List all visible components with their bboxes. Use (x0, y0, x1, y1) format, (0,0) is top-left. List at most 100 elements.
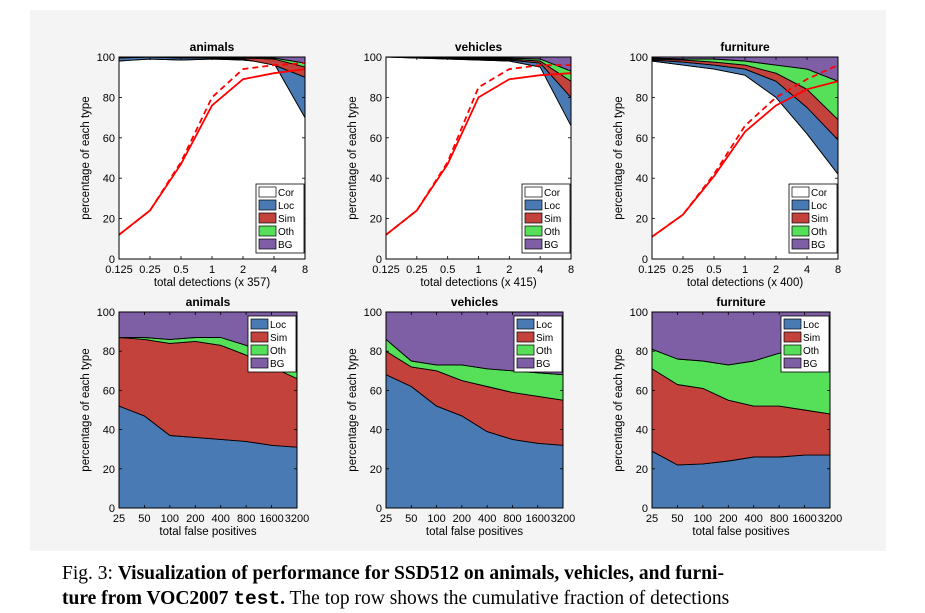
y-tick-label: 0 (376, 503, 382, 515)
legend-label-bg: BG (270, 359, 285, 370)
y-tick-label: 40 (636, 173, 648, 185)
legend-swatch-loc (791, 199, 810, 211)
y-tick-label: 20 (103, 464, 115, 476)
legend-label-bg: BG (536, 359, 551, 370)
x-tick-label: 100 (427, 513, 445, 525)
y-tick-label: 20 (103, 214, 115, 226)
y-tick-label: 40 (370, 173, 382, 185)
legend-label-cor: Cor (278, 188, 295, 199)
recall-weak-line (118, 62, 306, 236)
recall-weak-line (385, 64, 571, 236)
caption-code: test (233, 588, 281, 610)
x-tick-label: 100 (694, 513, 712, 525)
legend-label-bg: BG (278, 240, 293, 251)
legend-label-bg: BG (811, 240, 826, 251)
legend-label-bg: BG (544, 240, 559, 251)
x-tick-label: 0.25 (406, 264, 427, 276)
legend-label-sim: Sim (544, 214, 561, 225)
y-axis-label: percentage of each type (347, 96, 359, 219)
y-tick-label: 0 (642, 503, 648, 515)
legend: Loc Sim Oth BG (247, 315, 297, 373)
y-tick-label: 100 (364, 307, 382, 319)
y-tick-label: 40 (636, 425, 648, 437)
y-axis-label: percentage of each type (347, 348, 359, 471)
recall-strong-line (651, 80, 839, 238)
y-tick-label: 80 (370, 346, 382, 358)
x-tick-label: 0.125 (372, 264, 400, 276)
axes-box (118, 311, 298, 509)
chart-title: animals (186, 295, 231, 309)
x-tick-label: 4 (537, 264, 543, 276)
x-tick-label: 800 (770, 513, 788, 525)
x-tick-label: 800 (503, 513, 521, 525)
caption-label: Fig. 3: (62, 563, 113, 584)
x-axis-label: total detections (x 400) (687, 277, 804, 289)
x-tick-label: 4 (804, 264, 810, 276)
legend-swatch-cor (791, 186, 810, 198)
y-tick-label: 40 (103, 425, 115, 437)
y-tick-label: 100 (97, 307, 115, 319)
axes-box (651, 311, 831, 509)
x-tick-label: 8 (568, 264, 574, 276)
legend-swatch-loc (250, 318, 269, 330)
x-tick-label: 0.125 (105, 264, 133, 276)
y-axis-label: percentage of each type (80, 348, 92, 471)
x-tick-label: 3200 (285, 513, 309, 525)
y-tick-label: 20 (636, 214, 648, 226)
x-tick-label: 1 (742, 264, 748, 276)
legend: Cor Loc Sim Oth BG (788, 183, 838, 254)
legend-swatch-loc (783, 318, 802, 330)
y-tick-label: 0 (109, 254, 115, 266)
x-tick-label: 1600 (259, 513, 283, 525)
x-tick-label: 0.5 (440, 264, 455, 276)
caption-bold-end: . (280, 588, 285, 609)
legend-label-oth: Oth (811, 227, 827, 238)
x-tick-label: 400 (478, 513, 496, 525)
legend-swatch-loc (524, 199, 543, 211)
y-tick-label: 0 (109, 503, 115, 515)
x-tick-label: 1 (475, 264, 481, 276)
x-tick-label: 50 (138, 513, 150, 525)
x-tick-label: 8 (302, 264, 308, 276)
x-tick-label: 0.25 (672, 264, 693, 276)
y-tick-label: 60 (636, 133, 648, 145)
legend-swatch-oth (524, 225, 543, 237)
x-tick-label: 4 (271, 264, 277, 276)
x-tick-label: 3200 (818, 513, 842, 525)
x-axis-label: total detections (x 357) (154, 277, 271, 289)
legend-label-oth: Oth (278, 227, 294, 238)
y-axis-label: percentage of each type (613, 348, 625, 471)
legend-label-oth: Oth (544, 227, 560, 238)
y-tick-label: 60 (636, 385, 648, 397)
chart-1: 0 20 40 60 80 100 0.125 0.25 0.5 1 2 4 8 animals total… (80, 40, 308, 289)
x-tick-label: 25 (380, 513, 392, 525)
x-tick-label: 800 (237, 513, 255, 525)
legend-label-sim: Sim (278, 214, 295, 225)
x-tick-label: 25 (113, 513, 125, 525)
chart-title: vehicles (451, 295, 499, 309)
legend-label-loc: Loc (803, 320, 819, 331)
legend-label-sim: Sim (270, 333, 287, 344)
legend-swatch-oth (250, 344, 269, 356)
legend-label-loc: Loc (544, 201, 560, 212)
y-tick-label: 60 (370, 133, 382, 145)
x-tick-label: 3200 (551, 513, 575, 525)
caption-bold-title-1: Visualization of performance for SSD512 … (117, 563, 724, 584)
chart-title: furniture (720, 40, 770, 54)
chart-6: 0 20 40 60 80 100 25 50 100 200 400 800 1600 3200 furn… (613, 295, 842, 538)
legend-label-loc: Loc (270, 320, 286, 331)
x-axis-label: total false positives (159, 526, 256, 538)
legend-label-cor: Cor (811, 188, 828, 199)
legend-swatch-sim (250, 331, 269, 343)
legend-swatch-bg (783, 357, 802, 369)
x-tick-label: 2 (773, 264, 779, 276)
figure-caption: Fig. 3: Visualization of performance for… (62, 561, 892, 612)
chart-4: 0 20 40 60 80 100 25 50 100 200 400 800 1600 3200 anim… (80, 295, 309, 538)
legend-swatch-sim (791, 212, 810, 224)
x-tick-label: 400 (745, 513, 763, 525)
y-tick-label: 40 (103, 173, 115, 185)
recall-strong-line (118, 68, 306, 236)
x-tick-label: 1600 (525, 513, 549, 525)
y-tick-label: 100 (630, 52, 648, 64)
